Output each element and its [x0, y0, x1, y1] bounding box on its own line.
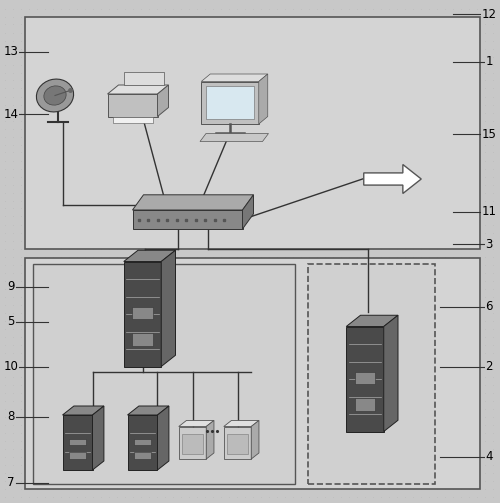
Bar	[354, 398, 376, 410]
Bar	[182, 434, 203, 454]
Text: 13: 13	[4, 45, 18, 58]
Polygon shape	[132, 210, 242, 229]
Bar	[69, 452, 86, 459]
Bar	[25, 258, 480, 489]
Polygon shape	[128, 415, 158, 470]
Text: 6: 6	[485, 300, 493, 313]
Polygon shape	[158, 85, 168, 117]
Polygon shape	[161, 250, 176, 367]
Polygon shape	[132, 195, 254, 210]
Polygon shape	[124, 72, 164, 85]
Polygon shape	[346, 315, 398, 326]
Polygon shape	[108, 85, 168, 94]
Text: 14: 14	[4, 108, 18, 121]
Bar	[354, 372, 376, 384]
Text: 5: 5	[8, 315, 14, 328]
Text: 1: 1	[485, 55, 493, 68]
Text: 10: 10	[4, 360, 18, 373]
Polygon shape	[251, 421, 259, 459]
Polygon shape	[124, 250, 176, 262]
Text: 4: 4	[485, 450, 493, 463]
Polygon shape	[200, 133, 268, 141]
Bar	[132, 307, 153, 319]
Bar	[32, 264, 295, 484]
Text: 9: 9	[7, 280, 15, 293]
Text: 8: 8	[8, 410, 14, 423]
Bar	[206, 87, 254, 119]
Polygon shape	[92, 406, 104, 470]
Bar	[112, 117, 152, 123]
Text: 15: 15	[482, 127, 496, 140]
Ellipse shape	[36, 79, 74, 112]
Bar	[134, 439, 151, 445]
Polygon shape	[242, 195, 254, 229]
Polygon shape	[224, 427, 251, 459]
Bar	[69, 439, 86, 445]
Bar	[25, 17, 480, 249]
Polygon shape	[179, 421, 214, 427]
Bar	[226, 434, 248, 454]
Text: 2: 2	[485, 360, 493, 373]
Polygon shape	[179, 427, 206, 459]
Polygon shape	[346, 326, 384, 432]
Bar	[308, 264, 435, 484]
Bar	[134, 452, 151, 459]
Polygon shape	[384, 315, 398, 432]
Polygon shape	[62, 406, 104, 415]
Bar	[132, 333, 153, 346]
Ellipse shape	[44, 86, 66, 105]
Text: 7: 7	[7, 476, 15, 489]
Polygon shape	[62, 415, 92, 470]
Polygon shape	[201, 81, 259, 124]
Polygon shape	[364, 164, 421, 194]
Polygon shape	[128, 406, 169, 415]
Polygon shape	[124, 262, 161, 367]
Text: 11: 11	[482, 205, 496, 218]
Polygon shape	[259, 74, 268, 124]
Text: 3: 3	[486, 237, 492, 250]
Polygon shape	[206, 421, 214, 459]
Polygon shape	[108, 94, 158, 117]
Text: 12: 12	[482, 8, 496, 21]
Polygon shape	[201, 74, 268, 81]
Polygon shape	[158, 406, 169, 470]
Polygon shape	[224, 421, 259, 427]
